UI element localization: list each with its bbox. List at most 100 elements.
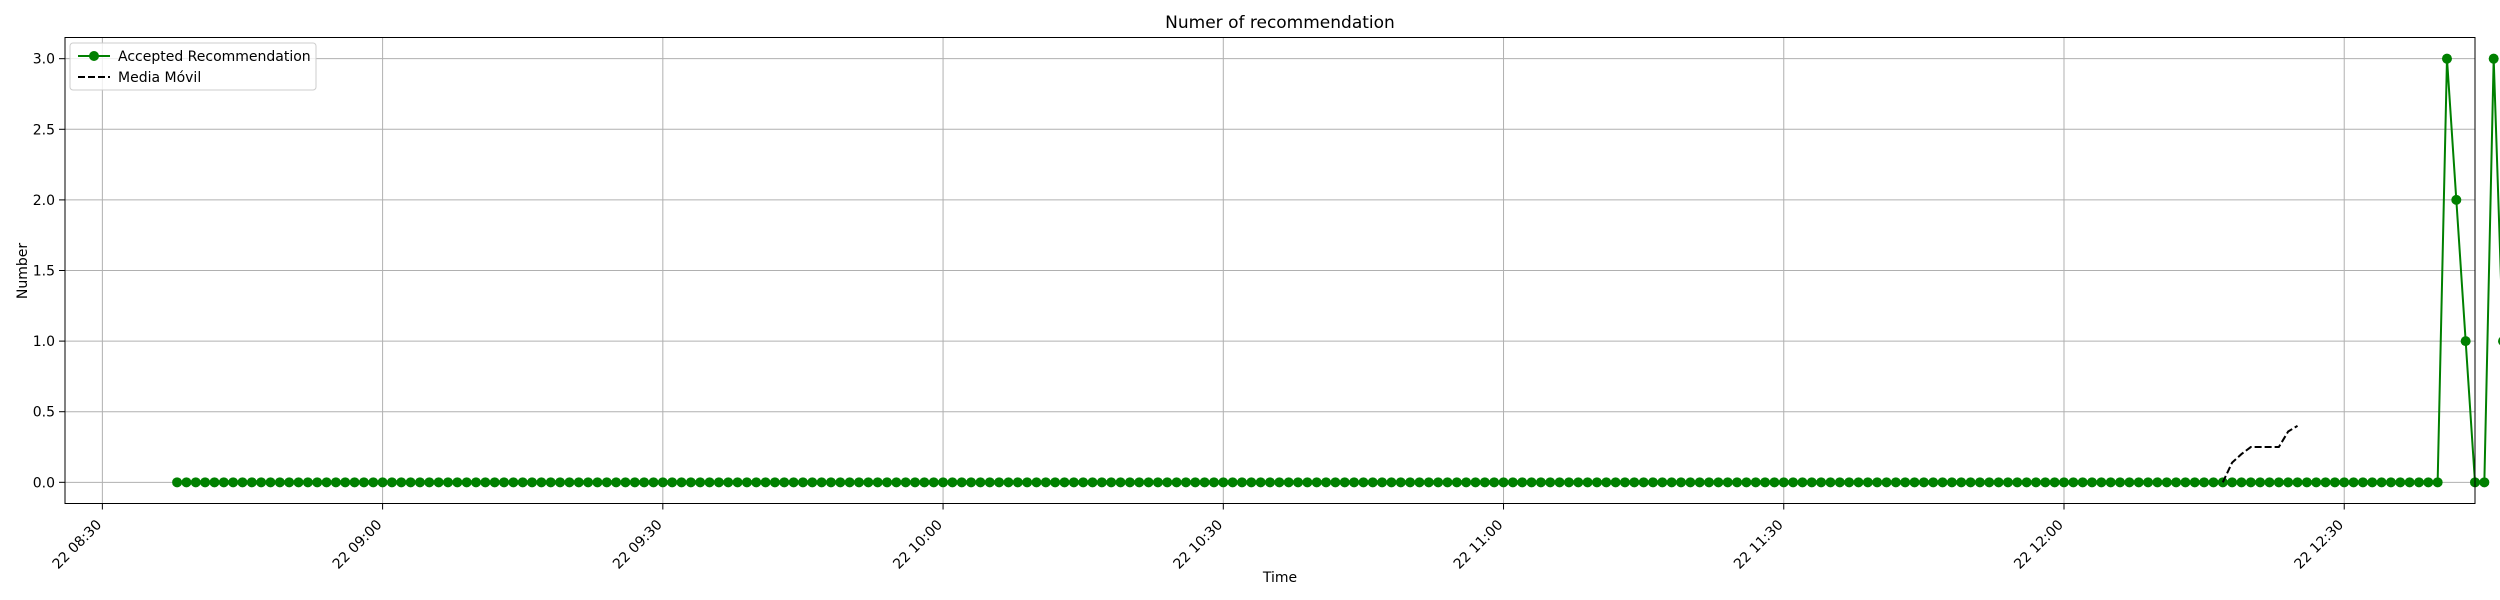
point-accepted-recommendation (2367, 477, 2378, 488)
point-accepted-recommendation (1965, 477, 1976, 488)
y-tick-label: 1.0 (33, 334, 55, 350)
point-accepted-recommendation (1152, 477, 1163, 488)
point-accepted-recommendation (844, 477, 855, 488)
point-accepted-recommendation (797, 477, 808, 488)
point-accepted-recommendation (2395, 477, 2406, 488)
y-tick-label: 1.5 (33, 264, 55, 280)
point-accepted-recommendation (489, 477, 500, 488)
point-accepted-recommendation (573, 477, 584, 488)
point-accepted-recommendation (1704, 477, 1715, 488)
point-accepted-recommendation (1844, 477, 1855, 488)
point-accepted-recommendation (527, 477, 538, 488)
point-accepted-recommendation (321, 477, 332, 488)
point-accepted-recommendation (1255, 477, 1266, 488)
point-accepted-recommendation (545, 477, 556, 488)
y-tick-label: 2.0 (33, 193, 55, 209)
point-accepted-recommendation (302, 477, 313, 488)
point-accepted-recommendation (1283, 477, 1294, 488)
point-accepted-recommendation (1115, 477, 1126, 488)
point-accepted-recommendation (2385, 477, 2396, 488)
point-accepted-recommendation (1526, 477, 1537, 488)
point-accepted-recommendation (2002, 477, 2013, 488)
point-accepted-recommendation (1330, 477, 1341, 488)
point-accepted-recommendation (330, 477, 341, 488)
point-accepted-recommendation (2021, 477, 2032, 488)
legend-box (69, 42, 317, 91)
point-accepted-recommendation (1199, 477, 1210, 488)
point-accepted-recommendation (1433, 477, 1444, 488)
point-accepted-recommendation (1489, 477, 1500, 488)
point-accepted-recommendation (807, 477, 818, 488)
point-accepted-recommendation (1778, 477, 1789, 488)
point-accepted-recommendation (1657, 477, 1668, 488)
point-accepted-recommendation (1760, 477, 1771, 488)
point-accepted-recommendation (461, 477, 472, 488)
point-accepted-recommendation (723, 477, 734, 488)
point-accepted-recommendation (947, 477, 958, 488)
point-accepted-recommendation (228, 477, 239, 488)
point-accepted-recommendation (442, 477, 453, 488)
point-accepted-recommendation (386, 477, 397, 488)
point-accepted-recommendation (1227, 477, 1238, 488)
point-accepted-recommendation (414, 477, 425, 488)
point-accepted-recommendation (1881, 477, 1892, 488)
point-accepted-recommendation (1134, 477, 1145, 488)
point-accepted-recommendation (891, 477, 902, 488)
point-accepted-recommendation (368, 477, 379, 488)
series-layer (172, 53, 2500, 488)
point-accepted-recommendation (1984, 477, 1995, 488)
point-accepted-recommendation (1834, 477, 1845, 488)
point-accepted-recommendation (835, 477, 846, 488)
point-accepted-recommendation (1900, 477, 1911, 488)
point-accepted-recommendation (2143, 477, 2154, 488)
point-accepted-recommendation (2488, 53, 2499, 64)
point-accepted-recommendation (2311, 477, 2322, 488)
point-accepted-recommendation (237, 477, 248, 488)
point-accepted-recommendation (2441, 53, 2452, 64)
point-accepted-recommendation (2124, 477, 2135, 488)
point-accepted-recommendation (1918, 477, 1929, 488)
point-accepted-recommendation (2133, 477, 2144, 488)
point-accepted-recommendation (2152, 477, 2163, 488)
point-accepted-recommendation (1956, 477, 1967, 488)
point-accepted-recommendation (1479, 477, 1490, 488)
point-accepted-recommendation (2255, 477, 2266, 488)
point-accepted-recommendation (1461, 477, 1472, 488)
point-accepted-recommendation (1059, 477, 1070, 488)
point-accepted-recommendation (1078, 477, 1089, 488)
point-accepted-recommendation (1535, 477, 1546, 488)
point-accepted-recommendation (433, 477, 444, 488)
point-accepted-recommendation (2423, 477, 2434, 488)
point-accepted-recommendation (704, 477, 715, 488)
point-accepted-recommendation (1442, 477, 1453, 488)
point-accepted-recommendation (648, 477, 659, 488)
point-accepted-recommendation (172, 477, 183, 488)
point-accepted-recommendation (1722, 477, 1733, 488)
point-accepted-recommendation (928, 477, 939, 488)
point-accepted-recommendation (293, 477, 304, 488)
point-accepted-recommendation (424, 477, 435, 488)
point-accepted-recommendation (2292, 477, 2303, 488)
point-accepted-recommendation (975, 477, 986, 488)
point-accepted-recommendation (760, 477, 771, 488)
chart-title: Numer of recommendation (1165, 13, 1395, 33)
point-accepted-recommendation (1498, 477, 1509, 488)
point-accepted-recommendation (629, 477, 640, 488)
point-accepted-recommendation (2199, 477, 2210, 488)
point-accepted-recommendation (751, 477, 762, 488)
point-accepted-recommendation (1022, 477, 1033, 488)
point-accepted-recommendation (536, 477, 547, 488)
point-accepted-recommendation (1946, 477, 1957, 488)
point-accepted-recommendation (1507, 477, 1518, 488)
y-axis-title: Number (15, 243, 31, 299)
point-accepted-recommendation (1573, 477, 1584, 488)
point-accepted-recommendation (1638, 477, 1649, 488)
point-accepted-recommendation (480, 477, 491, 488)
point-accepted-recommendation (639, 477, 650, 488)
point-accepted-recommendation (779, 477, 790, 488)
point-accepted-recommendation (1386, 477, 1397, 488)
point-accepted-recommendation (2245, 477, 2256, 488)
point-accepted-recommendation (358, 477, 369, 488)
line-media-movil (2221, 424, 2299, 483)
